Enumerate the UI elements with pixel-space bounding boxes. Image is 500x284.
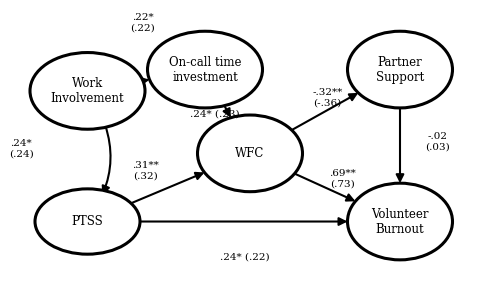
Text: On-call time
investment: On-call time investment bbox=[169, 56, 241, 83]
Text: Work
Involvement: Work Involvement bbox=[50, 77, 124, 105]
FancyArrowPatch shape bbox=[102, 126, 110, 193]
Text: .24*
(.24): .24* (.24) bbox=[8, 139, 34, 159]
Text: .69**
(.73): .69** (.73) bbox=[329, 169, 356, 189]
Text: .22*
(.22): .22* (.22) bbox=[130, 13, 155, 32]
Text: .24* (.23): .24* (.23) bbox=[190, 109, 240, 118]
Text: .24* (.22): .24* (.22) bbox=[220, 252, 270, 262]
Text: .31**
(.32): .31** (.32) bbox=[132, 161, 158, 180]
Ellipse shape bbox=[30, 53, 145, 129]
Ellipse shape bbox=[148, 31, 262, 108]
Text: PTSS: PTSS bbox=[72, 215, 104, 228]
Ellipse shape bbox=[348, 31, 453, 108]
Ellipse shape bbox=[348, 183, 453, 260]
Ellipse shape bbox=[35, 189, 140, 254]
Text: Partner
Support: Partner Support bbox=[376, 56, 424, 83]
Text: WFC: WFC bbox=[236, 147, 264, 160]
Text: -.02
(.03): -.02 (.03) bbox=[425, 132, 450, 152]
Text: -.32**
(-.36): -.32** (-.36) bbox=[312, 88, 342, 108]
Ellipse shape bbox=[198, 115, 302, 192]
Text: Volunteer
Burnout: Volunteer Burnout bbox=[371, 208, 429, 235]
